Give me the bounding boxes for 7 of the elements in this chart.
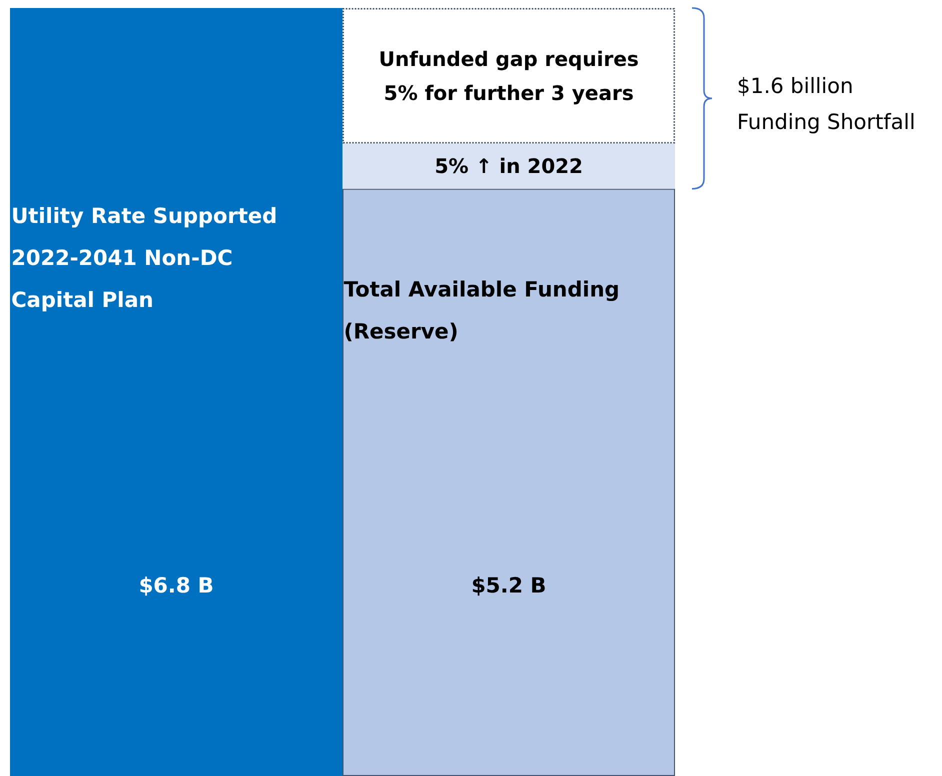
data-label: $6.8 B (138, 574, 214, 598)
x-tick-label: Total Available Funding (Reserve) (344, 278, 620, 344)
series-label: 5% ↑ in 2022 (434, 154, 583, 178)
data-label: $5.2 B (471, 574, 546, 598)
text: $1.6 billion Funding Shortfall (737, 73, 916, 136)
x-tick-label: Utility Rate Supported 2022-2041 Non-DC Capital Plan (11, 204, 278, 312)
series-label: Unfunded gap requires 5% for further 3 years (378, 46, 639, 105)
